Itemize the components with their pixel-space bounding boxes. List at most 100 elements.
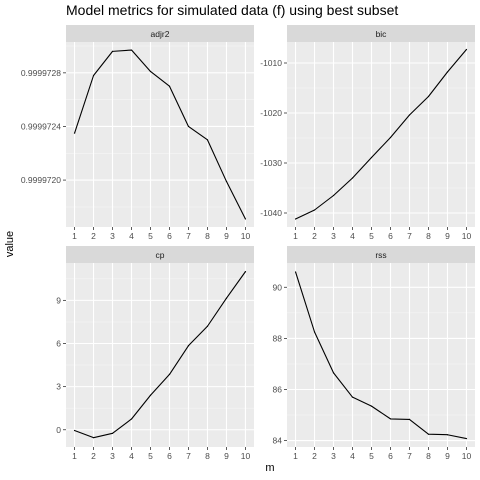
panel-background	[287, 42, 475, 227]
y-tick-label: 84	[273, 436, 283, 446]
data-point	[313, 331, 316, 333]
x-tick-label: 4	[129, 451, 134, 461]
x-tick-label: 4	[350, 231, 355, 241]
y-tick-label: -1030	[260, 158, 282, 168]
x-tick-label: 8	[426, 451, 431, 461]
facet-adjr2: adjr2 0.9999720 0.9999724 0.9999728 1 2 3 4 5 6 7 8…	[21, 25, 254, 241]
x-tick-label: 7	[186, 231, 191, 241]
data-point	[465, 437, 468, 440]
facet-strip	[287, 246, 475, 263]
data-point	[225, 297, 228, 299]
x-tick-label: 6	[167, 451, 172, 461]
data-point	[168, 373, 171, 376]
x-tick-label: 10	[241, 231, 251, 241]
x-tick-label: 10	[462, 231, 472, 241]
y-tick-label: -1010	[260, 58, 282, 68]
x-tick-label: 1	[72, 231, 77, 241]
y-tick-label: 0.9999724	[21, 121, 61, 131]
y-tick-label: 88	[273, 333, 283, 343]
x-tick-label: 3	[331, 231, 336, 241]
data-point	[408, 114, 411, 116]
x-tick-label: 8	[205, 451, 210, 461]
data-point	[351, 177, 354, 179]
x-tick-label: 9	[224, 451, 229, 461]
facet-strip	[66, 246, 254, 263]
facet-strip-label: cp	[156, 250, 165, 260]
data-point	[130, 418, 133, 420]
panel-background	[66, 42, 254, 227]
data-point	[389, 136, 392, 139]
x-tick-label: 2	[91, 231, 96, 241]
y-tick-label: 90	[273, 282, 283, 292]
x-tick-label: 5	[148, 451, 153, 461]
facet-strip-label: adjr2	[151, 29, 170, 39]
data-point	[446, 434, 449, 436]
data-point	[332, 194, 335, 197]
x-tick-label: 5	[148, 231, 153, 241]
facet-bic: bic -1040 -1030 -1020 -1010 1 2 3 4 5 6 7 8 9 10	[260, 25, 475, 241]
y-tick-label: 9	[56, 295, 61, 305]
x-tick-label: 5	[369, 451, 374, 461]
data-point	[244, 271, 247, 273]
data-point	[73, 132, 76, 134]
data-point	[168, 85, 171, 87]
data-point	[427, 433, 430, 435]
x-tick-label: 8	[205, 231, 210, 241]
data-point	[92, 74, 95, 77]
x-tick-label: 5	[369, 231, 374, 241]
data-point	[225, 180, 228, 183]
data-point	[149, 70, 152, 73]
data-point	[465, 48, 468, 51]
x-tick-label: 7	[407, 451, 412, 461]
y-tick-label: 0.9999720	[21, 175, 61, 185]
x-tick-label: 9	[445, 451, 450, 461]
y-tick-label: 6	[56, 339, 61, 349]
data-point	[187, 125, 190, 128]
x-tick-label: 9	[224, 231, 229, 241]
y-tick-label: -1020	[260, 108, 282, 118]
facet-strip-label: bic	[376, 29, 388, 39]
x-tick-label: 1	[72, 451, 77, 461]
data-point	[73, 429, 76, 432]
panel-background	[287, 263, 475, 447]
data-point	[294, 218, 297, 220]
data-point	[206, 139, 209, 141]
x-axis-title: m	[265, 462, 274, 474]
data-point	[92, 437, 95, 439]
panel-background	[66, 263, 254, 447]
x-tick-label: 4	[350, 451, 355, 461]
data-point	[130, 49, 133, 51]
series-line-adjr2	[74, 49, 246, 220]
y-tick-label: 86	[273, 385, 283, 395]
x-tick-label: 6	[167, 231, 172, 241]
data-point	[111, 50, 114, 52]
y-tick-label: 0.9999728	[21, 68, 61, 78]
chart-title: Model metrics for simulated data (f) usi…	[66, 2, 398, 18]
data-point	[351, 396, 354, 398]
data-point	[244, 218, 247, 220]
x-tick-label: 3	[110, 231, 115, 241]
x-tick-label: 3	[331, 451, 336, 461]
x-tick-label: 10	[241, 451, 251, 461]
data-point	[446, 71, 449, 73]
x-tick-label: 6	[388, 451, 393, 461]
facet-strip	[66, 25, 254, 42]
facet-panels: adjr2 0.9999720 0.9999724 0.9999728 1 2 3 4 5 6 7 8…	[21, 25, 475, 461]
data-point	[389, 418, 392, 420]
x-tick-label: 6	[388, 231, 393, 241]
data-point	[294, 271, 297, 273]
series-line-rss	[295, 271, 467, 440]
data-point	[408, 418, 411, 420]
series-line-cp	[74, 271, 246, 439]
data-point	[187, 345, 190, 347]
x-tick-label: 2	[91, 451, 96, 461]
x-tick-label: 7	[407, 231, 412, 241]
y-axis-title: value	[4, 231, 16, 257]
y-tick-label: 3	[56, 382, 61, 392]
x-tick-label: 1	[293, 451, 298, 461]
data-point	[370, 405, 373, 407]
facet-rss: rss 84 86 88 90 1 2 3 4 5 6 7 8 9 10	[273, 246, 475, 461]
data-point	[427, 95, 430, 98]
